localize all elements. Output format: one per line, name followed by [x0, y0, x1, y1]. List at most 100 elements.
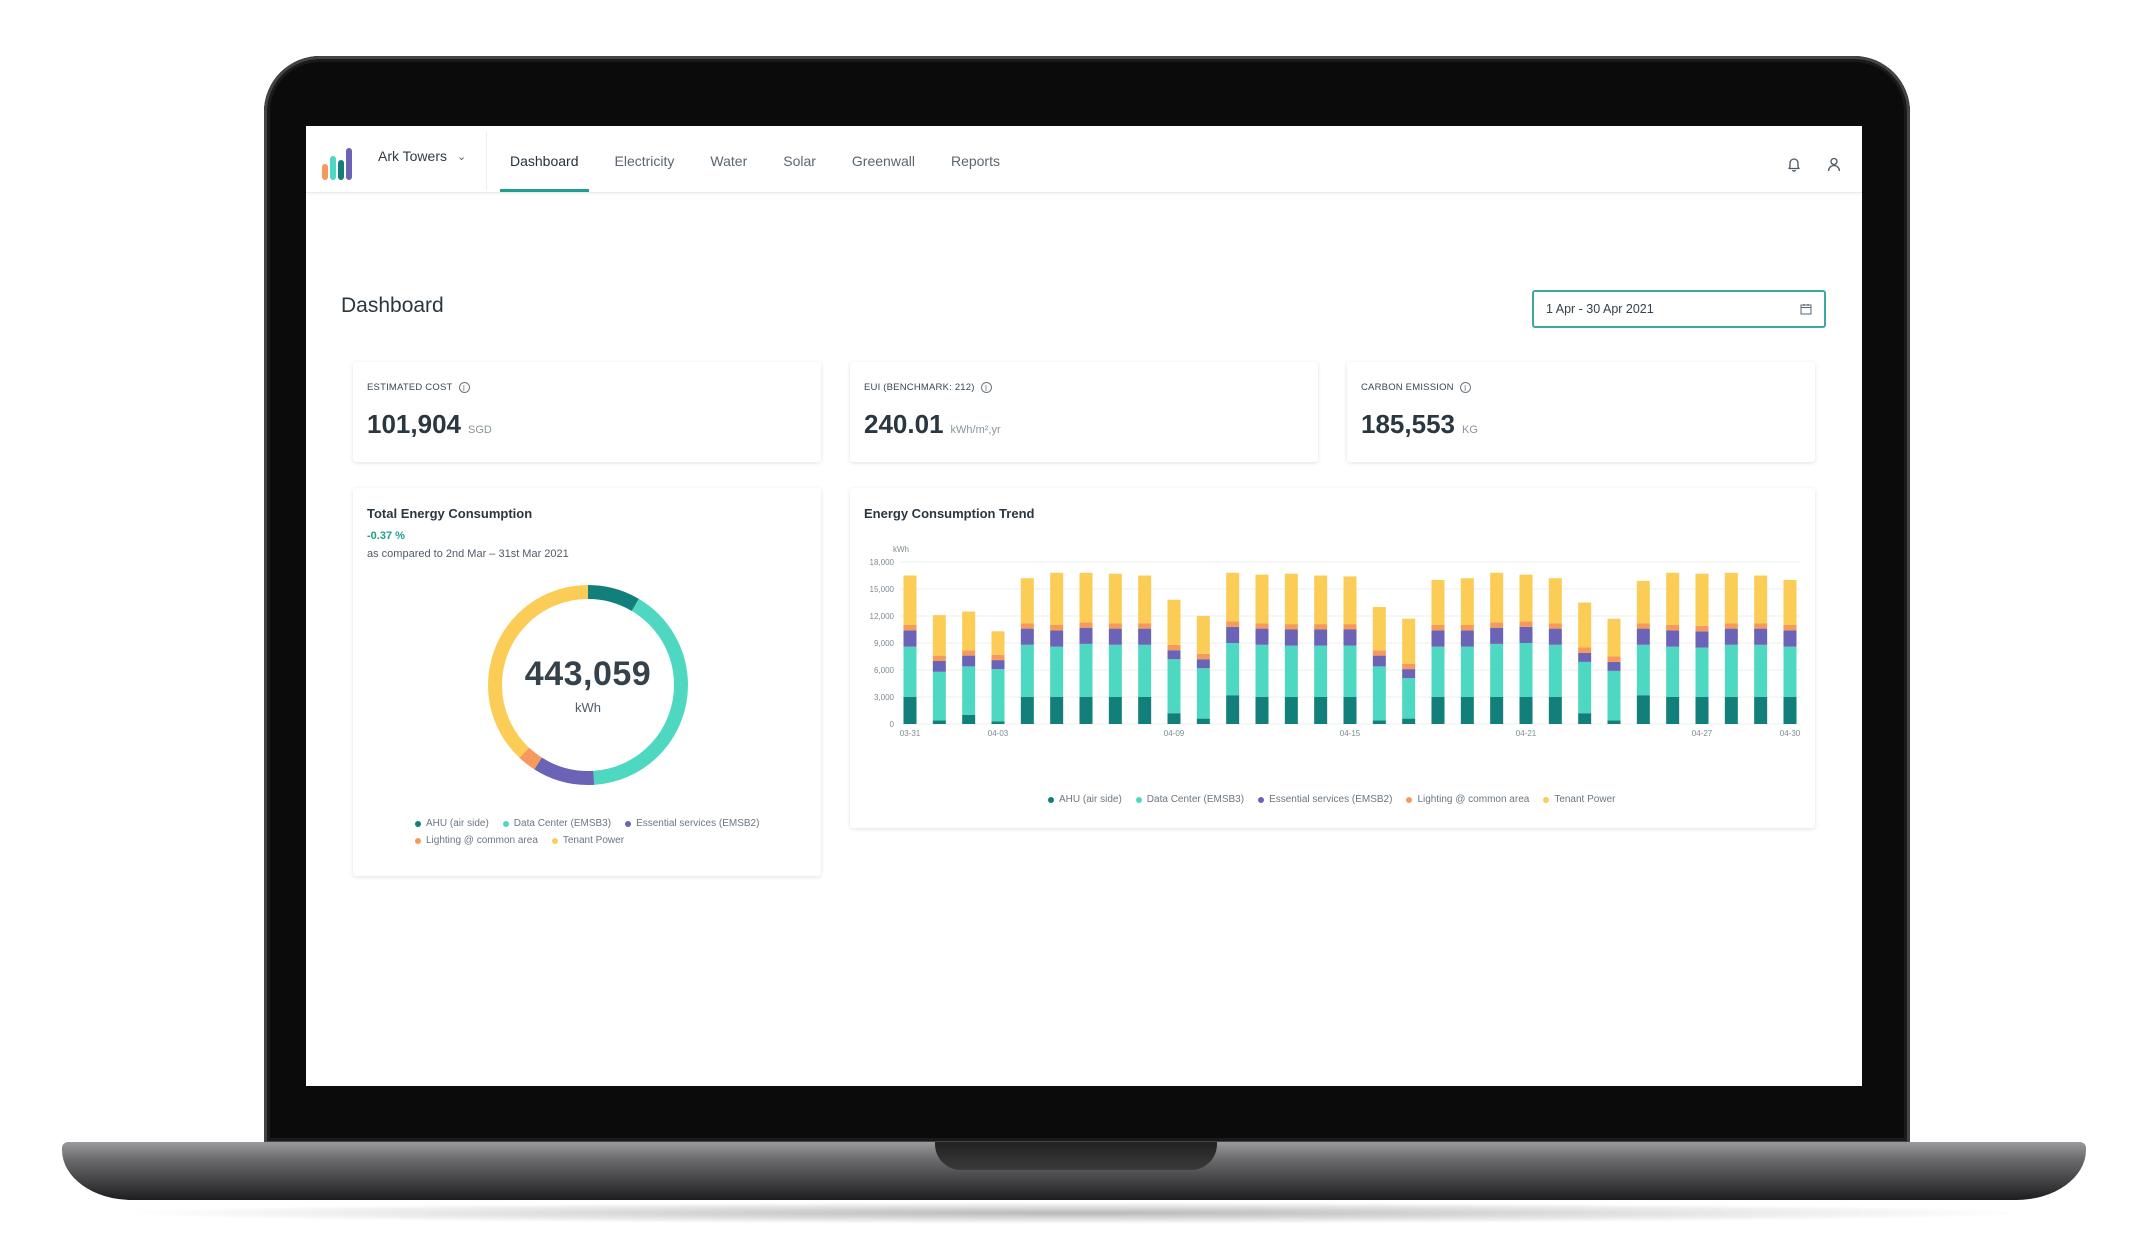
bar-segment[interactable]: [1783, 580, 1797, 625]
user-icon[interactable]: [1826, 156, 1842, 172]
bar-segment[interactable]: [962, 650, 976, 656]
bar-segment[interactable]: [1754, 628, 1768, 645]
bar-segment[interactable]: [1607, 661, 1621, 671]
bar-segment[interactable]: [1490, 643, 1504, 697]
bar-segment[interactable]: [1695, 625, 1709, 632]
bar-segment[interactable]: [1490, 627, 1504, 644]
bar-segment[interactable]: [903, 575, 917, 626]
bar-segment[interactable]: [1314, 645, 1328, 697]
bar-segment[interactable]: [1666, 572, 1680, 625]
bar-segment[interactable]: [1578, 652, 1592, 662]
bar-segment[interactable]: [1372, 607, 1386, 651]
bar-segment[interactable]: [1519, 621, 1533, 627]
bar-segment[interactable]: [1020, 697, 1034, 724]
bar-segment[interactable]: [1431, 630, 1445, 647]
info-icon[interactable]: i: [980, 382, 992, 393]
bar-segment[interactable]: [1343, 576, 1357, 625]
bar-segment[interactable]: [1372, 720, 1386, 724]
bar-segment[interactable]: [1783, 646, 1797, 697]
bar-segment[interactable]: [1372, 650, 1386, 656]
donut-slice[interactable]: [488, 585, 688, 785]
bar-segment[interactable]: [1167, 644, 1181, 651]
bar-segment[interactable]: [1343, 624, 1357, 630]
bar-segment[interactable]: [1724, 572, 1738, 624]
bar-segment[interactable]: [1607, 720, 1621, 724]
bar-segment[interactable]: [1343, 629, 1357, 646]
bar-segment[interactable]: [1402, 669, 1416, 679]
bar-segment[interactable]: [991, 660, 1005, 670]
bar-segment[interactable]: [1050, 646, 1064, 697]
bar-segment[interactable]: [1255, 628, 1269, 645]
bar-segment[interactable]: [1226, 626, 1240, 643]
bar-segment[interactable]: [1343, 697, 1357, 724]
bar-segment[interactable]: [1548, 697, 1562, 724]
bar-segment[interactable]: [1402, 618, 1416, 664]
bar-segment[interactable]: [1548, 628, 1562, 645]
bar-segment[interactable]: [1636, 623, 1650, 629]
bar-segment[interactable]: [1167, 659, 1181, 714]
bar-segment[interactable]: [1196, 616, 1210, 654]
bar-segment[interactable]: [1284, 697, 1298, 724]
bar-segment[interactable]: [1196, 718, 1210, 724]
bar-segment[interactable]: [1724, 644, 1738, 697]
bar-segment[interactable]: [903, 646, 917, 697]
tab-dashboard[interactable]: Dashboard: [492, 126, 597, 192]
bar-segment[interactable]: [1314, 697, 1328, 724]
bar-segment[interactable]: [1196, 659, 1210, 669]
bar-segment[interactable]: [1490, 697, 1504, 724]
bar-segment[interactable]: [1108, 573, 1122, 624]
bar-segment[interactable]: [1079, 643, 1093, 697]
bar-segment[interactable]: [1578, 661, 1592, 714]
bar-segment[interactable]: [1226, 643, 1240, 696]
bar-segment[interactable]: [1666, 697, 1680, 724]
bar-segment[interactable]: [991, 669, 1005, 722]
info-icon[interactable]: i: [1459, 382, 1471, 393]
app-logo[interactable]: [322, 146, 360, 180]
bar-segment[interactable]: [903, 630, 917, 647]
bar-segment[interactable]: [932, 661, 946, 672]
bar-segment[interactable]: [1196, 653, 1210, 660]
bar-segment[interactable]: [1666, 630, 1680, 647]
bar-segment[interactable]: [1519, 643, 1533, 697]
bar-segment[interactable]: [962, 611, 976, 651]
bar-segment[interactable]: [1460, 697, 1474, 724]
bar-segment[interactable]: [1284, 645, 1298, 697]
bar-segment[interactable]: [1079, 622, 1093, 628]
bar-segment[interactable]: [1108, 697, 1122, 724]
trend-legend-item[interactable]: Data Center (EMSB3): [1135, 794, 1244, 805]
bar-segment[interactable]: [1578, 602, 1592, 648]
bar-segment[interactable]: [1460, 578, 1474, 625]
trend-legend-item[interactable]: AHU (air side): [1048, 794, 1122, 805]
bar-segment[interactable]: [1402, 663, 1416, 670]
bar-segment[interactable]: [1519, 626, 1533, 643]
bell-icon[interactable]: [1786, 156, 1802, 172]
bar-segment[interactable]: [1050, 630, 1064, 647]
bar-segment[interactable]: [1108, 644, 1122, 697]
bar-segment[interactable]: [1138, 623, 1152, 629]
bar-segment[interactable]: [1138, 575, 1152, 624]
bar-segment[interactable]: [991, 654, 1005, 661]
tab-electricity[interactable]: Electricity: [614, 153, 675, 169]
bar-segment[interactable]: [1138, 697, 1152, 724]
donut-legend-item[interactable]: Lighting @ common area: [415, 835, 538, 846]
bar-segment[interactable]: [1372, 666, 1386, 721]
bar-segment[interactable]: [1050, 625, 1064, 631]
bar-segment[interactable]: [1284, 629, 1298, 646]
donut-legend-item[interactable]: Data Center (EMSB3): [502, 818, 611, 829]
bar-segment[interactable]: [1079, 697, 1093, 724]
bar-segment[interactable]: [1226, 572, 1240, 622]
bar-segment[interactable]: [1695, 697, 1709, 724]
bar-segment[interactable]: [1724, 623, 1738, 629]
bar-segment[interactable]: [1490, 622, 1504, 628]
bar-segment[interactable]: [1431, 646, 1445, 697]
bar-segment[interactable]: [1783, 625, 1797, 631]
bar-segment[interactable]: [1431, 697, 1445, 724]
bar-segment[interactable]: [1724, 628, 1738, 645]
tab-solar[interactable]: Solar: [783, 153, 816, 169]
bar-segment[interactable]: [932, 615, 946, 656]
bar-segment[interactable]: [1108, 628, 1122, 645]
bar-segment[interactable]: [1167, 599, 1181, 645]
bar-segment[interactable]: [1314, 624, 1328, 630]
donut-slice[interactable]: [488, 585, 688, 785]
bar-segment[interactable]: [1695, 631, 1709, 648]
